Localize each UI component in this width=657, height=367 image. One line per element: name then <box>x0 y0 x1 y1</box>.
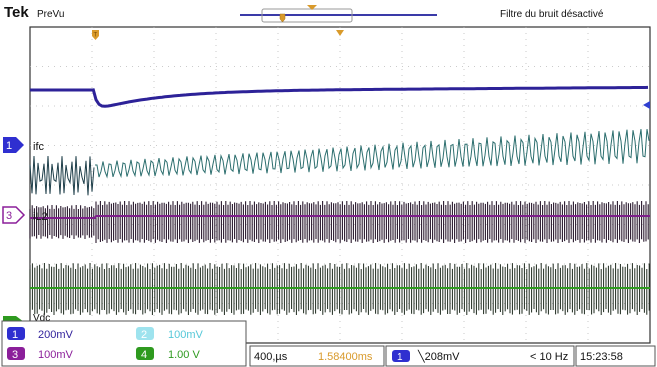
ch1-ground-marker[interactable]: 1 <box>3 137 24 153</box>
trigger-position-marker-icon <box>307 5 317 10</box>
svg-text:1: 1 <box>6 140 12 152</box>
clock-readout: 15:23:58 <box>575 345 656 367</box>
svg-text:3: 3 <box>12 349 18 361</box>
ch2-readout[interactable]: 2 100mV <box>136 327 204 341</box>
ch3-waveform-burst <box>29 201 649 243</box>
svg-text:1: 1 <box>397 352 403 363</box>
svg-text:4: 4 <box>141 349 147 361</box>
ch4-scale: 1.00 V <box>168 349 200 361</box>
ch3-readout[interactable]: 3 100mV <box>7 347 74 361</box>
clock-time: 15:23:58 <box>580 351 623 363</box>
brand-label: Tek <box>4 4 29 21</box>
svg-text:3: 3 <box>6 210 12 222</box>
trigger-readout[interactable]: 1 ╲208mV < 10 Hz <box>385 345 575 367</box>
ch1-waveform <box>30 85 649 108</box>
expansion-point-icon <box>279 13 286 23</box>
trigger-frequency: < 10 Hz <box>530 351 568 363</box>
ch3-scale: 100mV <box>38 349 74 361</box>
timebase-readout[interactable]: 400,µs 1.58400ms <box>249 345 385 367</box>
ch1-trace-label: ifc <box>33 141 45 153</box>
ch3-waveform-mean <box>30 215 650 219</box>
record-view-bar[interactable] <box>240 5 437 23</box>
trigger-level: ╲208mV <box>417 349 460 363</box>
mode-label: PreVu <box>37 9 64 20</box>
trigger-source-badge <box>392 350 410 362</box>
trigger-time-marker-icon[interactable] <box>92 30 99 40</box>
svg-text:2: 2 <box>141 329 147 341</box>
horizontal-position: 1.58400ms <box>318 351 373 363</box>
horizontal-position-marker-icon[interactable] <box>336 30 344 36</box>
trigger-level-arrow-icon[interactable] <box>643 101 650 109</box>
ch4-trace-label: Vdc <box>33 313 50 324</box>
ch1-scale: 200mV <box>38 329 74 341</box>
svg-text:T: T <box>94 33 98 39</box>
ch4-readout[interactable]: 4 1.00 V <box>136 347 200 361</box>
ch3-trace-label: iL2 <box>33 211 48 223</box>
ch3-ground-marker[interactable]: 3 <box>2 206 26 224</box>
waveform-area <box>29 85 650 315</box>
ch2-scale: 100mV <box>168 329 204 341</box>
ch2-waveform-pre-trigger <box>29 155 95 196</box>
timebase-scale: 400,µs <box>254 351 288 363</box>
ch2-waveform <box>95 129 650 179</box>
noise-filter-status: Filtre du bruit désactivé <box>500 9 604 20</box>
channel-readout-panel: 1 200mV 2 100mV 3 100mV 4 1.00 V <box>1 320 247 367</box>
ch1-readout[interactable]: 1 200mV <box>7 327 74 341</box>
svg-text:1: 1 <box>12 329 18 341</box>
